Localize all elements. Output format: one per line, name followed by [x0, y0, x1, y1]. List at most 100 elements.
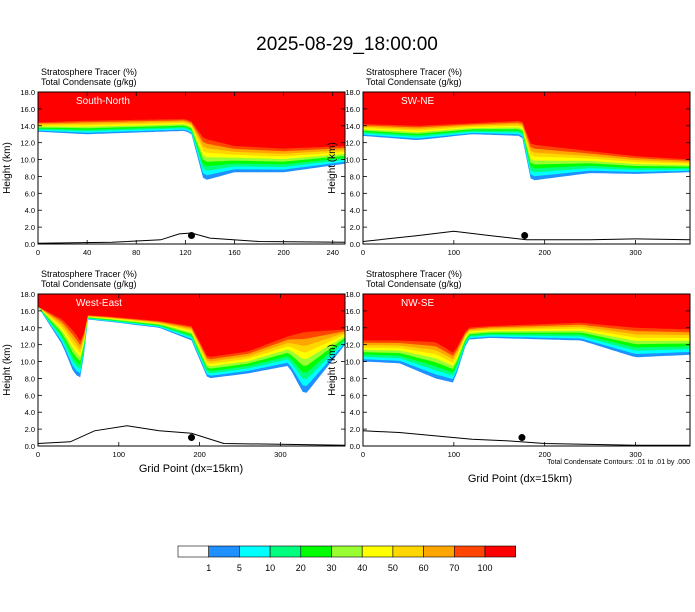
y-tick-label: 18.0	[345, 88, 360, 97]
colorbar-swatch	[208, 545, 240, 558]
y-tick-label: 6.0	[25, 189, 35, 198]
y-tick-label: 2.0	[25, 223, 35, 232]
tracer-band-10	[38, 92, 345, 149]
x-tick-label: 0	[361, 450, 365, 459]
colorbar-swatch	[392, 545, 424, 558]
y-tick-label: 6.0	[25, 391, 35, 400]
panel-subtitle-condensate: Total Condensate (g/kg)	[366, 279, 462, 289]
y-tick-label: 8.0	[350, 374, 360, 383]
y-tick-label: 0.0	[25, 240, 35, 249]
x-tick-label: 200	[538, 450, 551, 459]
y-tick-label: 16.0	[345, 307, 360, 316]
y-tick-label: 4.0	[25, 206, 35, 215]
colorbar-label: 70	[449, 563, 459, 573]
panel-sw-ne: Stratosphere Tracer (%)Total Condensate …	[327, 67, 691, 257]
terrain-line	[363, 230, 690, 242]
y-tick-label: 6.0	[350, 391, 360, 400]
x-tick-label: 300	[629, 450, 642, 459]
x-tick-label: 100	[448, 450, 461, 459]
y-tick-label: 10.0	[345, 156, 360, 165]
colorbar: 1 5 10 20 30 40 50 60 70 100	[177, 545, 517, 573]
y-tick-label: 10.0	[345, 358, 360, 367]
location-marker	[521, 232, 529, 240]
colorbar-swatch	[331, 545, 363, 558]
y-tick-label: 12.0	[345, 341, 360, 350]
y-tick-label: 16.0	[20, 307, 35, 316]
colorbar-label: 30	[326, 563, 336, 573]
location-marker	[188, 232, 195, 240]
colorbar-swatch	[269, 545, 302, 558]
x-tick-label: 80	[132, 248, 140, 257]
location-marker	[518, 434, 526, 442]
y-tick-label: 0.0	[350, 442, 360, 451]
panel-subtitle-condensate: Total Condensate (g/kg)	[41, 279, 137, 289]
colorbar-label: 5	[237, 563, 242, 573]
y-tick-label: 14.0	[20, 324, 35, 333]
y-tick-label: 0.0	[350, 240, 360, 249]
terrain-line	[38, 232, 345, 244]
panel-nw-se: Stratosphere Tracer (%)Total Condensate …	[327, 269, 691, 459]
y-axis-label: Height (km)	[327, 344, 338, 396]
y-tick-label: 18.0	[20, 88, 35, 97]
colorbar-label: 100	[477, 563, 492, 573]
y-tick-label: 12.0	[20, 341, 35, 350]
y-tick-label: 16.0	[345, 105, 360, 114]
panel-plot-area	[38, 294, 345, 446]
location-marker	[188, 434, 195, 442]
y-tick-label: 2.0	[350, 425, 360, 434]
y-axis-label: Height (km)	[2, 142, 13, 194]
y-tick-label: 12.0	[20, 139, 35, 148]
y-tick-label: 10.0	[20, 358, 35, 367]
panel-title: West-East	[76, 298, 122, 309]
y-tick-label: 18.0	[20, 290, 35, 299]
x-tick-label: 40	[83, 248, 91, 257]
panel-frame	[37, 91, 346, 245]
tracer-band-10	[38, 294, 345, 357]
panel-title: NW-SE	[401, 298, 434, 309]
y-tick-label: 12.0	[345, 139, 360, 148]
colorbar-label: 50	[388, 563, 398, 573]
panel-subtitle-tracer: Stratosphere Tracer (%)	[366, 269, 462, 279]
colorbar-label: 60	[419, 563, 429, 573]
tracer-band-10	[363, 294, 690, 353]
y-tick-label: 8.0	[350, 172, 360, 181]
panel-frame	[362, 293, 691, 447]
colorbar-label: 20	[296, 563, 306, 573]
panel-subtitle-tracer: Stratosphere Tracer (%)	[41, 269, 137, 279]
x-tick-label: 160	[228, 248, 241, 257]
y-tick-label: 8.0	[25, 374, 35, 383]
panel-subtitle-condensate: Total Condensate (g/kg)	[41, 77, 137, 87]
y-axis-label: Height (km)	[2, 344, 13, 396]
y-axis-label: Height (km)	[327, 142, 338, 194]
tracer-band-10	[363, 92, 690, 160]
y-tick-label: 4.0	[350, 408, 360, 417]
colorbar-label: 1	[206, 563, 211, 573]
x-tick-label: 100	[113, 450, 126, 459]
panel-title: South-North	[76, 96, 130, 107]
x-tick-label: 300	[274, 450, 287, 459]
x-axis-label-right: Grid Point (dx=15km)	[468, 473, 572, 485]
y-tick-label: 18.0	[345, 290, 360, 299]
panel-west-east: Stratosphere Tracer (%)Total Condensate …	[2, 269, 346, 459]
main-title: 2025-08-29_18:00:00	[256, 34, 438, 55]
colorbar-swatch	[423, 545, 455, 558]
panel-frame	[362, 91, 691, 245]
y-tick-label: 4.0	[25, 408, 35, 417]
y-tick-label: 2.0	[350, 223, 360, 232]
y-tick-label: 14.0	[345, 122, 360, 131]
x-tick-label: 200	[277, 248, 290, 257]
colorbar-swatch	[453, 545, 486, 558]
x-tick-label: 300	[629, 248, 642, 257]
y-tick-label: 14.0	[20, 122, 35, 131]
panel-title: SW-NE	[401, 96, 434, 107]
colorbar-label: 40	[357, 563, 367, 573]
y-tick-label: 10.0	[20, 156, 35, 165]
terrain-line	[38, 425, 345, 446]
panel-plot-area	[38, 92, 345, 244]
colorbar-swatch	[484, 545, 517, 558]
terrain-line	[363, 430, 690, 446]
x-tick-label: 200	[538, 248, 551, 257]
x-tick-label: 0	[36, 450, 40, 459]
panel-subtitle-condensate: Total Condensate (g/kg)	[366, 77, 462, 87]
